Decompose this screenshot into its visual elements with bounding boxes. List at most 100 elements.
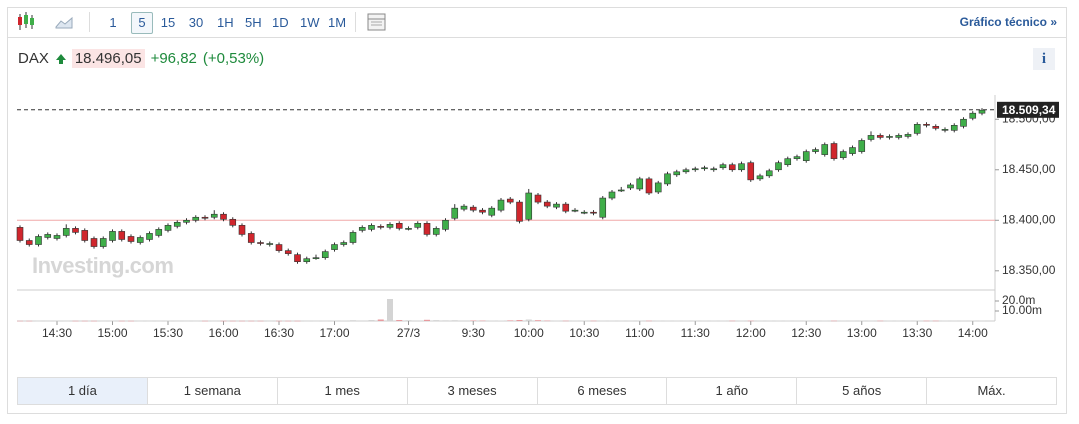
candle-body bbox=[294, 254, 301, 263]
volume-bar bbox=[544, 320, 551, 322]
candle-body bbox=[636, 178, 644, 190]
volume-bar bbox=[905, 320, 911, 322]
range-tab[interactable]: 1 año bbox=[667, 378, 798, 404]
candle-body bbox=[44, 234, 52, 238]
volume-bar bbox=[784, 320, 791, 322]
table-icon[interactable] bbox=[366, 11, 388, 33]
volume-bar bbox=[942, 320, 948, 322]
volume-bar bbox=[202, 320, 208, 322]
volume-bar bbox=[831, 320, 837, 322]
volume-bar bbox=[396, 320, 403, 321]
volume-bar bbox=[165, 320, 171, 322]
candle-body bbox=[812, 149, 819, 152]
candle-body bbox=[62, 228, 70, 236]
range-tab[interactable]: 1 día bbox=[18, 378, 148, 404]
volume-bar bbox=[766, 320, 773, 322]
volume-bar bbox=[710, 320, 717, 322]
info-button[interactable]: i bbox=[1033, 48, 1055, 70]
interval-button[interactable]: 1W bbox=[300, 15, 320, 30]
candle-body bbox=[590, 211, 597, 214]
up-arrow bbox=[55, 53, 66, 64]
candle-body bbox=[802, 151, 810, 161]
interval-button[interactable]: 1M bbox=[328, 15, 347, 30]
interval-button[interactable]: 1D bbox=[272, 15, 289, 30]
volume-bar bbox=[581, 320, 588, 322]
volume-bar bbox=[17, 320, 23, 322]
candle-body bbox=[349, 232, 357, 243]
volume-bar bbox=[507, 320, 514, 321]
volume-bar bbox=[488, 320, 495, 322]
x-tick-label: 11:00 bbox=[625, 326, 654, 340]
interval-button[interactable]: 15 bbox=[160, 15, 176, 30]
volume-bar bbox=[655, 320, 662, 322]
interval-button[interactable]: 5H bbox=[245, 15, 262, 30]
volume-bar bbox=[211, 320, 218, 322]
candle-body bbox=[275, 244, 283, 251]
range-tab[interactable]: 5 años bbox=[797, 378, 928, 404]
interval-button[interactable]: 5 bbox=[131, 12, 153, 34]
x-tick-label: 12:30 bbox=[791, 326, 821, 340]
volume-tick-label: 10.00m bbox=[1002, 303, 1042, 317]
candle-body bbox=[608, 191, 616, 199]
candle-body bbox=[340, 242, 348, 245]
volume-bar bbox=[146, 320, 153, 322]
candle-body bbox=[673, 171, 681, 176]
volume-bar bbox=[609, 320, 615, 322]
volume-bar bbox=[646, 320, 652, 322]
candle-body bbox=[109, 231, 116, 241]
volume-bar bbox=[757, 320, 763, 322]
interval-button[interactable]: 1 bbox=[109, 15, 117, 30]
candle-body bbox=[81, 230, 89, 241]
volume-bar bbox=[183, 320, 190, 322]
volume-bar bbox=[248, 320, 255, 322]
candle-body bbox=[210, 213, 218, 218]
volume-bar bbox=[128, 320, 134, 322]
candle-body bbox=[627, 184, 634, 189]
toolbar: Gráfico técnico » 1 5 15 30 1H 5H 1D 1W 1M bbox=[7, 7, 1067, 38]
volume-bar bbox=[91, 320, 97, 322]
range-tab[interactable]: 1 semana bbox=[148, 378, 278, 404]
volume-bar bbox=[618, 320, 625, 322]
candle-body bbox=[839, 151, 847, 158]
volume-bar bbox=[535, 320, 541, 321]
candle-body bbox=[442, 219, 449, 230]
volume-bar bbox=[960, 320, 967, 322]
volume-bar bbox=[229, 320, 236, 322]
x-tick-label: 12:00 bbox=[736, 326, 766, 340]
candle-body bbox=[886, 136, 893, 138]
candle-body bbox=[654, 182, 662, 193]
candle-body bbox=[423, 223, 431, 235]
range-tab[interactable]: 1 mes bbox=[278, 378, 408, 404]
volume-bar bbox=[118, 320, 125, 322]
candle-body bbox=[284, 250, 292, 254]
range-tab[interactable]: Máx. bbox=[977, 383, 1006, 398]
volume-bar bbox=[562, 320, 569, 322]
volume-bar bbox=[54, 320, 60, 322]
candle-body bbox=[969, 112, 977, 119]
range-tab[interactable]: 3 meses bbox=[408, 378, 538, 404]
x-tick-label: 16:30 bbox=[264, 326, 294, 340]
candle-body bbox=[386, 224, 394, 228]
volume-bar bbox=[812, 320, 819, 322]
volume-bar bbox=[451, 320, 458, 321]
candle-body bbox=[395, 223, 403, 229]
candle-body bbox=[793, 156, 801, 159]
candle-body bbox=[691, 168, 699, 171]
volume-bar bbox=[849, 320, 856, 322]
candle-body bbox=[534, 194, 542, 203]
volume-bar bbox=[192, 320, 199, 322]
volume-bar bbox=[44, 320, 51, 322]
range-tab[interactable]: 6 meses bbox=[538, 378, 668, 404]
quote-header: DAX 18.496,05 +96,82 (+0,53%) bbox=[18, 49, 264, 68]
interval-button[interactable]: 1H bbox=[217, 15, 234, 30]
technical-chart-link[interactable]: Gráfico técnico » bbox=[959, 15, 1057, 29]
interval-button[interactable]: 30 bbox=[188, 15, 204, 30]
volume-bar bbox=[572, 320, 578, 322]
volume-bar bbox=[100, 320, 107, 322]
volume-bar bbox=[266, 320, 273, 322]
current-price-box bbox=[997, 101, 1059, 118]
candle-body bbox=[645, 178, 653, 194]
candle-body bbox=[728, 164, 736, 171]
